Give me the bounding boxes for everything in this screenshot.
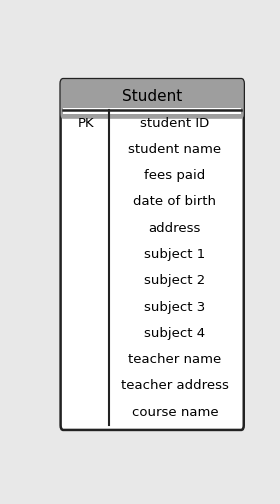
Text: subject 2: subject 2 <box>144 274 206 287</box>
Text: Student: Student <box>122 89 182 104</box>
Text: course name: course name <box>132 406 218 419</box>
Text: subject 1: subject 1 <box>144 248 206 261</box>
FancyBboxPatch shape <box>60 79 244 119</box>
FancyBboxPatch shape <box>60 79 244 430</box>
Text: date of birth: date of birth <box>133 196 216 209</box>
Text: teacher name: teacher name <box>128 353 221 366</box>
Text: subject 4: subject 4 <box>144 327 206 340</box>
Text: PK: PK <box>78 117 94 130</box>
Text: subject 3: subject 3 <box>144 300 206 313</box>
Text: student ID: student ID <box>140 117 209 130</box>
Bar <box>63 108 241 114</box>
Text: fees paid: fees paid <box>144 169 206 182</box>
Text: teacher address: teacher address <box>121 380 229 393</box>
Text: address: address <box>149 222 201 235</box>
Text: student name: student name <box>128 143 221 156</box>
